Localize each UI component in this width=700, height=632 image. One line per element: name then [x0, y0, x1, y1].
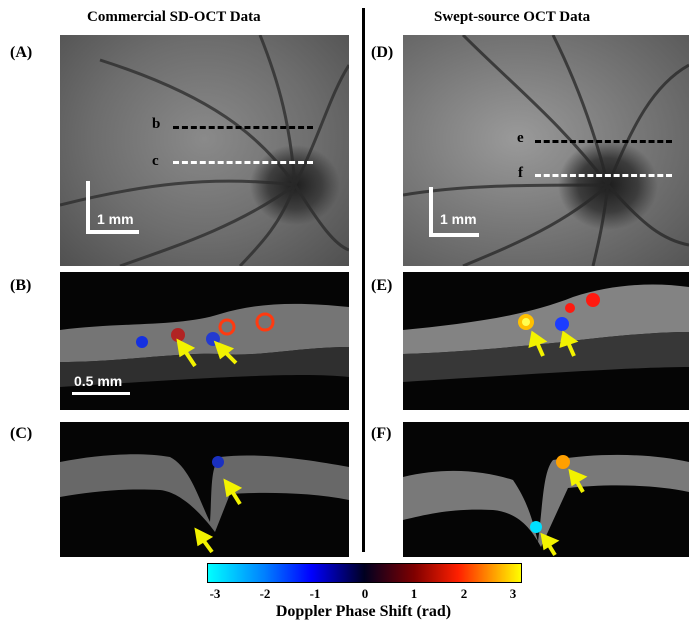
- scan-line-label-b: b: [152, 116, 161, 132]
- scan-line-c: [173, 161, 313, 164]
- tissue-layer-c: [60, 454, 349, 554]
- arrow-e2-head: [559, 330, 579, 348]
- scan-line-label-f: f: [518, 165, 523, 181]
- doppler-vessel-b1: [136, 336, 148, 348]
- colorbar-tick: 1: [410, 586, 418, 601]
- colorbar-tick: -3: [209, 586, 221, 601]
- left-column-title: Commercial SD-OCT Data: [87, 9, 261, 25]
- scalebar-horizontal-left: [86, 230, 139, 234]
- doppler-bscan-e: [403, 272, 689, 410]
- doppler-vessel-b5: [255, 312, 275, 332]
- scalebar-vertical-left: [86, 181, 90, 234]
- scalebar-label-bscan: 0.5 mm: [74, 373, 123, 389]
- scalebar-vertical-right: [429, 187, 433, 237]
- arrow-f2-head: [540, 532, 560, 551]
- arrow-c2-head: [194, 527, 214, 547]
- scalebar-bscan: [72, 392, 130, 395]
- doppler-vessel-c1: [212, 456, 224, 468]
- doppler-vessel-e2: [555, 317, 569, 331]
- scalebar-horizontal-right: [429, 233, 479, 237]
- tissue-layer-f: [403, 454, 689, 557]
- scan-line-e: [535, 140, 672, 143]
- panel-label-f: (F): [371, 425, 392, 442]
- doppler-vessel-f2: [530, 521, 542, 533]
- doppler-vessel-b4: [218, 318, 236, 336]
- arrow-f1-head: [568, 468, 588, 487]
- arrow-b1-head: [176, 338, 196, 358]
- fundus-image-left: 1 mm: [60, 35, 349, 266]
- colorbar-tick: 0: [361, 586, 369, 601]
- colorbar-title: Doppler Phase Shift (rad): [275, 603, 452, 620]
- doppler-colorbar: [207, 563, 522, 583]
- panel-label-d: (D): [371, 44, 394, 61]
- doppler-bscan-b: 0.5 mm: [60, 272, 349, 410]
- doppler-vessel-e1-core: [522, 318, 530, 326]
- doppler-bscan-f: [403, 422, 689, 557]
- tissue-layer-b: [60, 303, 349, 387]
- panel-label-b: (B): [10, 277, 32, 294]
- fundus-image-right: 1 mm: [403, 35, 689, 266]
- scan-line-label-c: c: [152, 153, 159, 169]
- doppler-vessel-e3: [586, 293, 600, 307]
- right-column-title: Swept-source OCT Data: [434, 9, 591, 25]
- colorbar-tick: 2: [460, 586, 468, 601]
- colorbar-tick: -2: [259, 586, 271, 601]
- arrow-e1-head: [528, 330, 548, 348]
- scan-line-b: [173, 126, 313, 129]
- scan-line-label-e: e: [517, 130, 524, 146]
- colorbar-tick: -1: [309, 586, 321, 601]
- doppler-vessel-f1: [556, 455, 570, 469]
- scan-line-f: [535, 174, 672, 177]
- panel-label-a: (A): [10, 44, 33, 61]
- doppler-bscan-c: [60, 422, 349, 557]
- colorbar-tick: 3: [509, 586, 517, 601]
- panel-label-c: (C): [10, 425, 33, 442]
- scalebar-label-right: 1 mm: [440, 211, 477, 227]
- arrow-c1-head: [223, 478, 243, 498]
- panel-label-e: (E): [371, 277, 393, 294]
- column-divider: [362, 8, 365, 552]
- doppler-vessel-b2: [171, 328, 185, 342]
- doppler-vessel-e4: [565, 303, 575, 313]
- arrow-b2-head: [213, 340, 235, 360]
- tissue-layer-e: [403, 284, 689, 382]
- vessel-overlay-right: [403, 35, 689, 266]
- scalebar-label-left: 1 mm: [97, 211, 134, 227]
- vessel-overlay-left: [60, 35, 349, 266]
